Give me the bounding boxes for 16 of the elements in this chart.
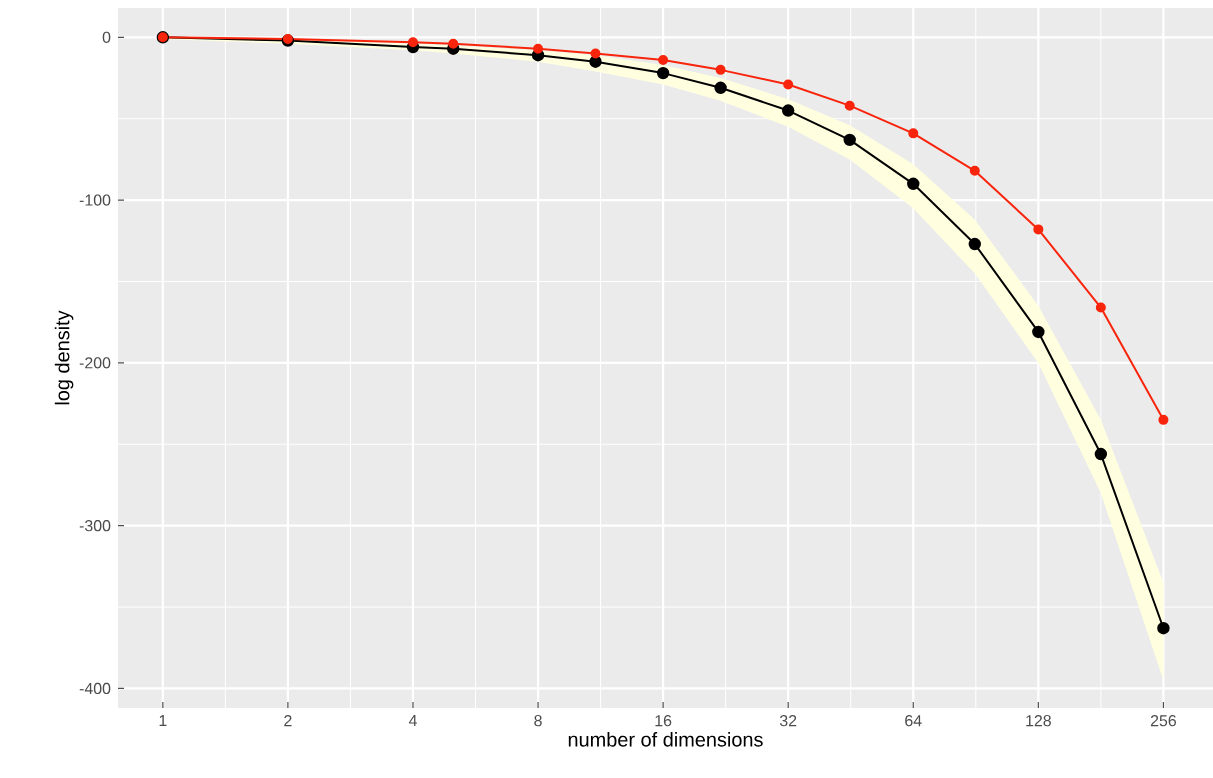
y-tick-label: -300 bbox=[79, 520, 111, 532]
x-tick-label: 1 bbox=[159, 715, 167, 727]
x-tick-label: 128 bbox=[1026, 715, 1051, 727]
x-tick-label: 4 bbox=[408, 715, 417, 727]
y-tick-label: -200 bbox=[79, 357, 111, 369]
x-axis-title: number of dimensions bbox=[568, 732, 763, 747]
y-tick-label: -400 bbox=[79, 682, 111, 695]
x-tick-label: 8 bbox=[534, 715, 542, 727]
y-axis-title: log density bbox=[54, 310, 74, 405]
x-tick-label: 32 bbox=[779, 715, 797, 727]
x-tick-label: 64 bbox=[905, 715, 922, 727]
y-tick-label: 0 bbox=[102, 31, 111, 43]
y-tick-label: -100 bbox=[79, 194, 111, 206]
x-tick-label: 16 bbox=[655, 715, 672, 727]
x-tick-label: 256 bbox=[1150, 715, 1176, 727]
x-tick-label: 2 bbox=[284, 715, 292, 727]
